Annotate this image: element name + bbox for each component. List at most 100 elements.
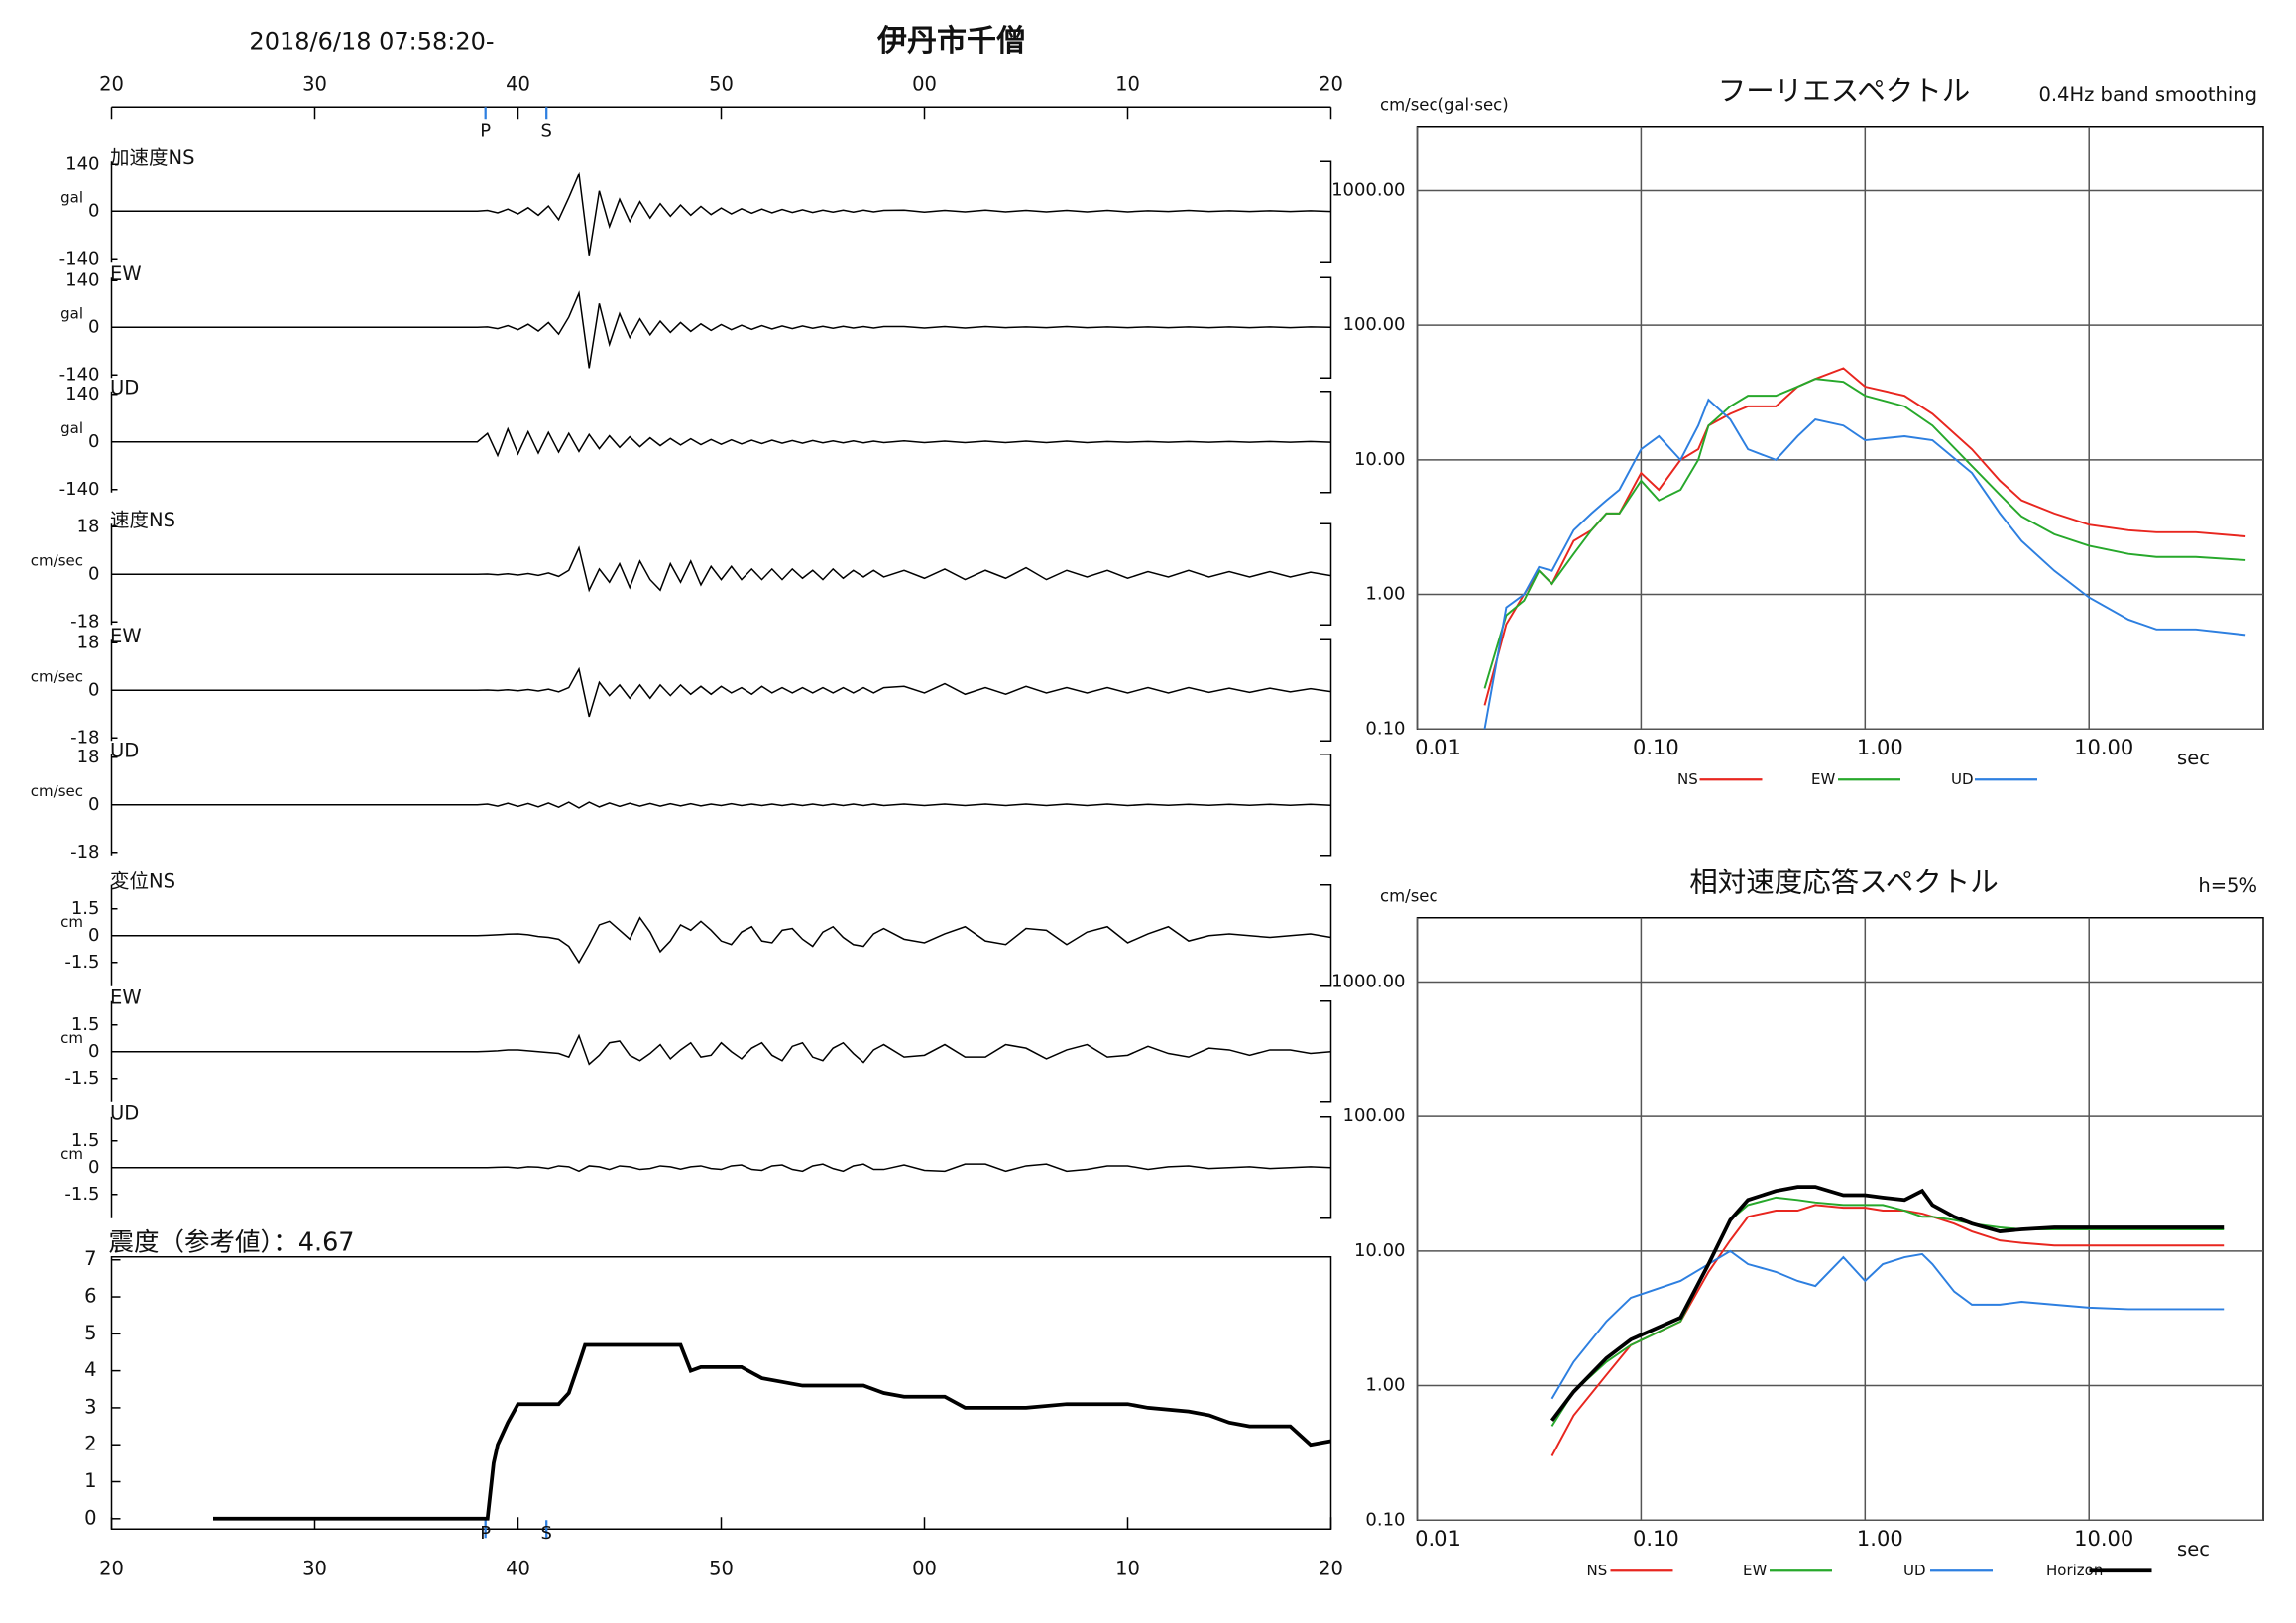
panel-frame (1320, 884, 1332, 987)
x-tick-label: 00 (912, 1557, 937, 1579)
x-tick-label: 10.00 (2074, 736, 2133, 759)
panel-unit: cm (60, 913, 83, 931)
x-tick-label: 30 (302, 1557, 327, 1579)
y-tick-label: 5 (84, 1322, 96, 1344)
y-tick-label: 0 (88, 200, 99, 221)
panel-unit: cm (60, 1145, 83, 1163)
x-tick-label: 40 (506, 72, 530, 95)
y-tick-label: 10.00 (1354, 449, 1406, 470)
spectrum-line (1483, 367, 2246, 706)
y-tick-label: 1.00 (1365, 584, 1405, 605)
station-title: 伊丹市千僧 (876, 24, 1026, 58)
panel-unit: cm (60, 1029, 83, 1047)
x-tick-label: 00 (912, 72, 937, 95)
waveform (111, 916, 1331, 965)
y-tick-label: 2 (84, 1433, 96, 1455)
x-tick-label: 1.00 (1857, 736, 1903, 759)
x-tick-label: 0.10 (1633, 1527, 1679, 1551)
y-tick-label: -18 (70, 727, 99, 748)
spectrum-line (1550, 1249, 2225, 1400)
legend-label: EW (1811, 770, 1835, 788)
y-tick-label: 100.00 (1343, 1105, 1406, 1126)
y-tick-label: -18 (70, 842, 99, 863)
spectrum-line (1550, 1204, 2225, 1456)
y-tick-label: 3 (84, 1395, 96, 1418)
x-tick-label: 0.01 (1415, 736, 1461, 759)
y-tick-label: -140 (59, 364, 100, 385)
y-tick-label: 0 (88, 1157, 99, 1178)
panel-frame (1320, 638, 1332, 742)
y-tick-label: 1.5 (71, 898, 100, 919)
y-tick-label: -18 (70, 611, 99, 632)
x-tick-label: 50 (709, 72, 734, 95)
phase-marker-label: S (540, 1523, 551, 1544)
y-tick-label: 1000.00 (1331, 971, 1405, 991)
waveform (111, 1163, 1331, 1173)
x-tick-label: 10 (1115, 72, 1140, 95)
y-axis-label: cm/sec (1380, 886, 1438, 905)
x-tick-label: 10.00 (2074, 1527, 2133, 1551)
waveform (111, 801, 1331, 809)
panel-label: 変位NS (110, 869, 175, 892)
x-axis-label: sec (2177, 1538, 2210, 1561)
y-tick-label: 7 (84, 1247, 96, 1270)
legend-label: NS (1587, 1562, 1608, 1579)
waveform (111, 545, 1331, 593)
x-tick-label: 20 (99, 1557, 124, 1579)
y-tick-label: 1 (84, 1469, 96, 1492)
x-tick-label: 20 (99, 72, 124, 95)
intensity-title: 震度（参考値）：4.67 (109, 1227, 355, 1257)
waveform (111, 171, 1331, 256)
y-tick-label: -1.5 (64, 952, 99, 973)
spectrum-subtitle: 0.4Hz band smoothing (2038, 83, 2257, 106)
y-tick-label: 18 (77, 632, 100, 652)
x-tick-label: 0.10 (1633, 736, 1679, 759)
legend-label: UD (1903, 1562, 1926, 1579)
spectrum-line (1483, 398, 2246, 730)
y-tick-label: 1.5 (71, 1130, 100, 1151)
y-tick-label: 0.10 (1365, 718, 1405, 739)
y-tick-label: -1.5 (64, 1184, 99, 1205)
y-tick-label: 0 (88, 925, 99, 946)
spectrum-subtitle: h=5% (2198, 874, 2257, 897)
y-tick-label: -1.5 (64, 1068, 99, 1089)
panel-unit: gal (60, 419, 83, 437)
y-tick-label: 140 (65, 153, 99, 174)
legend-label: UD (1951, 770, 1974, 788)
spectrum-title: 相対速度応答スペクトル (1689, 866, 1999, 898)
legend-label: NS (1677, 770, 1698, 788)
intensity-line (212, 1342, 1331, 1521)
y-tick-label: 18 (77, 516, 100, 536)
panel-unit: cm/sec (31, 551, 83, 569)
spectrum-title: フーリエスペクトル (1718, 74, 1971, 107)
y-tick-label: 1.00 (1365, 1375, 1405, 1396)
x-tick-label: 50 (709, 1557, 734, 1579)
x-tick-label: 20 (1319, 1557, 1343, 1579)
panel-label: 加速度NS (110, 146, 194, 169)
waveform (111, 1033, 1331, 1066)
y-tick-label: 10.00 (1354, 1240, 1406, 1261)
x-tick-label: 10 (1115, 1557, 1140, 1579)
waveform (111, 426, 1331, 458)
y-tick-label: 0 (88, 794, 99, 815)
y-tick-label: 0 (84, 1506, 96, 1529)
y-tick-label: 18 (77, 747, 100, 767)
panel-unit: cm/sec (31, 782, 83, 800)
y-tick-label: 140 (65, 269, 99, 290)
legend-label: EW (1743, 1562, 1767, 1579)
panel-unit: gal (60, 304, 83, 322)
panel-label: EW (110, 985, 142, 1008)
panel-label: EW (110, 262, 142, 285)
y-tick-label: 4 (84, 1358, 96, 1381)
phase-marker-label: P (480, 120, 491, 141)
record-time: 2018/6/18 07:58:20- (249, 27, 494, 55)
x-tick-label: 40 (506, 1557, 530, 1579)
waveform (111, 666, 1331, 718)
waveform (111, 290, 1331, 369)
x-axis-label: sec (2177, 747, 2210, 769)
panel-frame (1320, 522, 1332, 626)
panel-label: UD (110, 739, 139, 761)
